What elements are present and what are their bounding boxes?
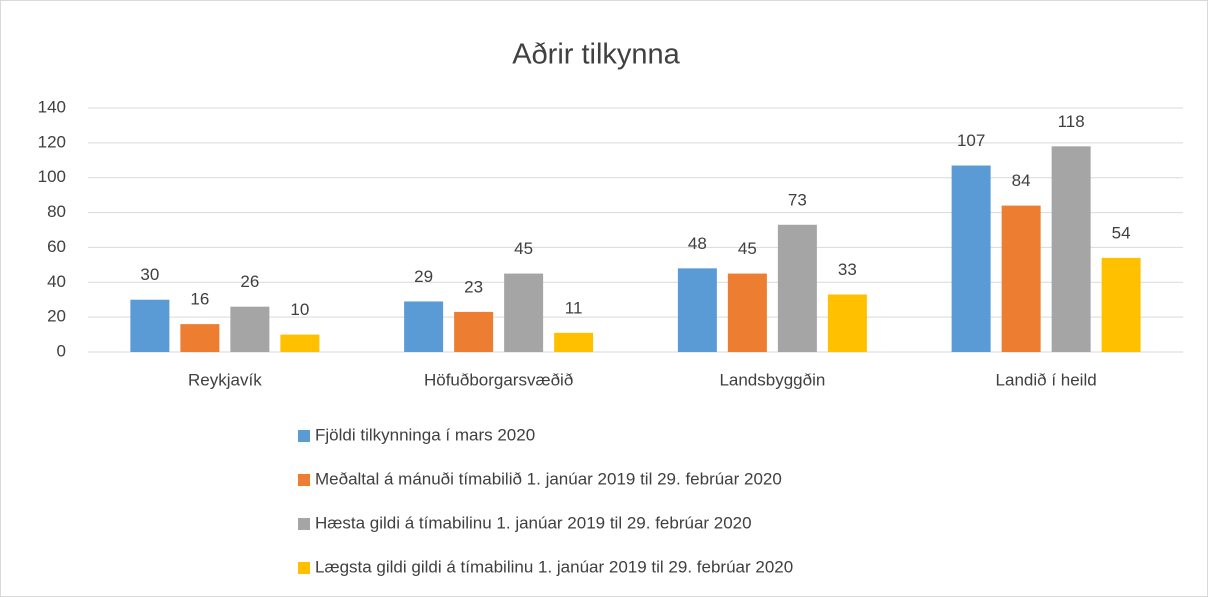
y-tick-label: 100 bbox=[38, 167, 66, 186]
bar bbox=[180, 324, 220, 352]
bar bbox=[951, 165, 991, 352]
bar bbox=[504, 273, 544, 352]
data-label: 48 bbox=[688, 234, 707, 253]
bar bbox=[1001, 205, 1041, 352]
data-label: 107 bbox=[957, 131, 985, 150]
data-label: 54 bbox=[1112, 223, 1131, 242]
legend-label: Meðaltal á mánuði tímabilið 1. janúar 20… bbox=[315, 469, 782, 488]
x-tick-label: Landsbyggðin bbox=[719, 370, 825, 389]
data-label: 118 bbox=[1058, 112, 1085, 131]
chart-title: Aðrir tilkynna bbox=[512, 39, 680, 71]
legend-swatch bbox=[298, 518, 310, 530]
y-tick-label: 0 bbox=[57, 341, 66, 360]
data-label: 33 bbox=[838, 260, 857, 279]
bar bbox=[404, 301, 444, 352]
x-tick-label: Reykjavík bbox=[188, 370, 262, 389]
bar bbox=[554, 332, 594, 352]
data-label: 84 bbox=[1012, 171, 1031, 190]
x-tick-label: Landið í heild bbox=[996, 370, 1097, 389]
legend-label: Fjöldi tilkynninga í mars 2020 bbox=[315, 425, 535, 444]
legend-swatch bbox=[298, 474, 310, 486]
y-tick-label: 80 bbox=[47, 202, 66, 221]
bar bbox=[1051, 146, 1091, 352]
data-label: 16 bbox=[190, 290, 209, 309]
data-label: 45 bbox=[738, 239, 757, 258]
data-label: 29 bbox=[414, 267, 433, 286]
bar bbox=[454, 311, 494, 352]
bar bbox=[1101, 257, 1141, 352]
legend-swatch bbox=[298, 562, 310, 574]
data-label: 11 bbox=[565, 298, 583, 317]
bar bbox=[677, 268, 717, 352]
y-tick-label: 40 bbox=[47, 272, 66, 291]
y-tick-label: 140 bbox=[38, 97, 66, 116]
data-label: 10 bbox=[290, 300, 309, 319]
y-tick-label: 120 bbox=[38, 132, 66, 151]
data-label: 45 bbox=[514, 239, 533, 258]
legend-label: Hæsta gildi á tímabilinu 1. janúar 2019 … bbox=[315, 513, 752, 532]
y-tick-label: 20 bbox=[47, 307, 66, 326]
bar bbox=[727, 273, 767, 352]
bar bbox=[230, 306, 270, 352]
legend-swatch bbox=[298, 430, 310, 442]
bar bbox=[280, 334, 320, 352]
bar bbox=[777, 224, 817, 352]
x-tick-label: Höfuðborgarsvæðið bbox=[424, 370, 573, 389]
bar bbox=[827, 294, 867, 352]
data-label: 30 bbox=[140, 265, 159, 284]
data-label: 23 bbox=[464, 277, 483, 296]
data-label: 73 bbox=[788, 190, 807, 209]
bar bbox=[130, 299, 170, 352]
legend-label: Lægsta gildi gildi á tímabilinu 1. janúa… bbox=[315, 557, 793, 576]
y-tick-label: 60 bbox=[47, 237, 66, 256]
data-label: 26 bbox=[240, 272, 259, 291]
